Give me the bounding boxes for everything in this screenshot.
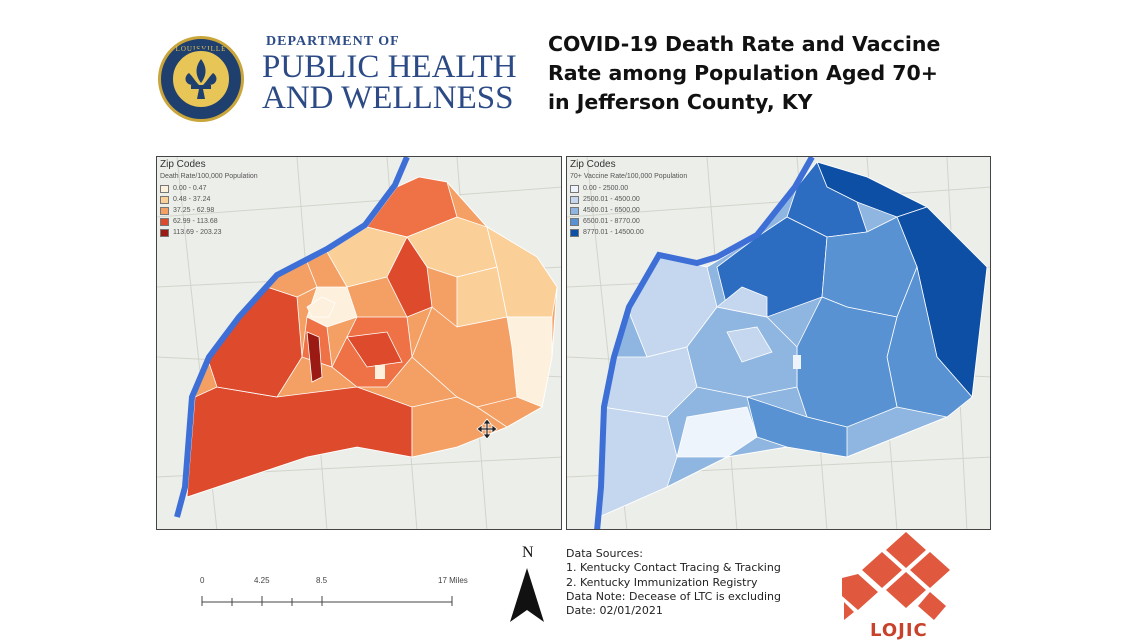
dept-name: PUBLIC HEALTH AND WELLNESS: [262, 49, 517, 116]
legend-subtitle: 70+ Vaccine Rate/100,000 Population: [570, 173, 688, 180]
legend-range: 113.69 - 203.23: [173, 228, 222, 236]
data-note: Data Note: Decease of LTC is excluding: [566, 589, 781, 603]
legend-row: 6500.01 - 8770.00: [570, 216, 687, 227]
legend-range: 0.48 - 37.24: [173, 195, 211, 203]
data-date: Date: 02/01/2021: [566, 604, 663, 618]
death-rate-map[interactable]: Zip Codes Death Rate/100,000 Population …: [156, 156, 562, 530]
north-label: N: [522, 544, 534, 561]
legend-range: 2500.01 - 4500.00: [583, 195, 640, 203]
legend-swatch: [570, 228, 579, 237]
fleur-de-lis-icon: [171, 49, 231, 109]
vaccine-rate-legend: Zip Codes 70+ Vaccine Rate/100,000 Popul…: [567, 157, 690, 240]
legend-row: 0.00 - 0.47: [160, 183, 258, 194]
legend-row: 0.48 - 37.24: [160, 194, 258, 205]
legend-title: Zip Codes: [570, 159, 616, 170]
legend-title: Zip Codes: [160, 159, 206, 170]
scale-bar: 0 4.25 8.5 17 Miles: [196, 576, 476, 612]
city-seal-logo: LOUISVILLE: [158, 36, 244, 122]
legend-range: 62.99 - 113.68: [173, 217, 218, 225]
legend-swatch: [160, 195, 169, 204]
scale-bar-graphic: [201, 596, 453, 606]
legend-row: 4500.01 - 6500.00: [570, 205, 687, 216]
north-arrow-icon: [510, 568, 544, 622]
dept-label-top: DEPARTMENT OF: [266, 34, 400, 49]
lojic-logo-icon: [842, 532, 950, 620]
legend-range: 8770.01 - 14500.00: [583, 228, 644, 236]
legend-swatch: [160, 228, 169, 237]
legend-row: 113.69 - 203.23: [160, 227, 258, 238]
death-rate-legend: Zip Codes Death Rate/100,000 Population …: [157, 157, 261, 240]
legend-swatch: [570, 195, 579, 204]
legend-range: 4500.01 - 6500.00: [583, 206, 640, 214]
dept-line-2: PUBLIC HEALTH: [262, 49, 517, 85]
legend-swatch: [160, 206, 169, 215]
scale-label: 4.25: [254, 576, 270, 585]
dept-line-3: AND WELLNESS: [262, 80, 514, 116]
scale-label: 8.5: [316, 576, 328, 585]
scale-label: 0: [200, 576, 205, 585]
page-title: COVID-19 Death Rate and Vaccine Rate amo…: [548, 30, 1008, 117]
legend-row: 8770.01 - 14500.00: [570, 227, 687, 238]
title-line-3: in Jefferson County, KY: [548, 90, 813, 114]
legend-swatch: [570, 206, 579, 215]
source-item: 1. Kentucky Contact Tracing & Tracking: [566, 561, 781, 575]
legend-row: 0.00 - 2500.00: [570, 183, 687, 194]
legend-swatch: [570, 184, 579, 193]
death-rate-map-graphic: [157, 157, 561, 529]
title-line-1: COVID-19 Death Rate and Vaccine: [548, 32, 941, 56]
data-sources: Data Sources: 1. Kentucky Contact Tracin…: [566, 547, 781, 618]
legend-swatch: [160, 184, 169, 193]
legend-swatch: [160, 217, 169, 226]
legend-range: 6500.01 - 8770.00: [583, 217, 640, 225]
legend-row: 62.99 - 113.68: [160, 216, 258, 227]
legend-row: 37.25 - 62.98: [160, 205, 258, 216]
lojic-wordmark: LOJIC: [870, 620, 928, 641]
scale-label: 17 Miles: [438, 576, 468, 585]
legend-range: 0.00 - 2500.00: [583, 184, 629, 192]
vaccine-rate-map[interactable]: Zip Codes 70+ Vaccine Rate/100,000 Popul…: [566, 156, 991, 530]
vaccine-rate-map-graphic: [567, 157, 990, 529]
source-item: 2. Kentucky Immunization Registry: [566, 575, 758, 589]
legend-range: 0.00 - 0.47: [173, 184, 207, 192]
legend-subtitle: Death Rate/100,000 Population: [160, 173, 258, 180]
legend-row: 2500.01 - 4500.00: [570, 194, 687, 205]
move-cursor-icon: [476, 418, 498, 440]
legend-range: 37.25 - 62.98: [173, 206, 215, 214]
legend-swatch: [570, 217, 579, 226]
sources-heading: Data Sources:: [566, 547, 643, 560]
title-line-2: Rate among Population Aged 70+: [548, 61, 938, 85]
